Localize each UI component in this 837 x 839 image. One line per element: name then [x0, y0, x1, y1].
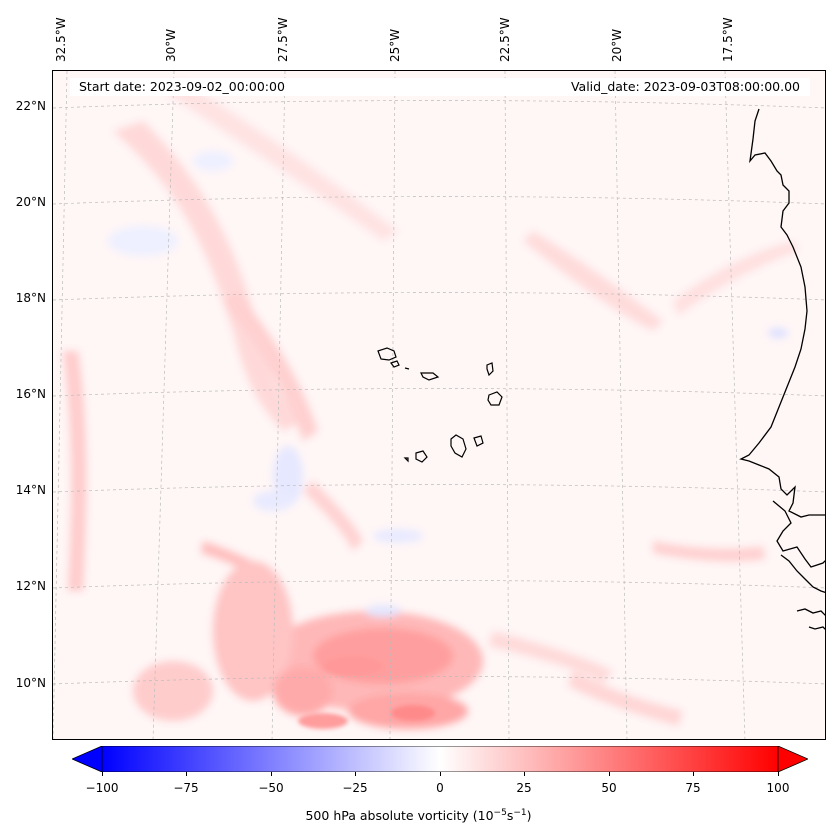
lon-label-27.5w: 27.5°W	[276, 17, 290, 62]
colorbar-tick-label: −100	[85, 781, 119, 795]
colorbar-gradient	[101, 746, 779, 772]
lon-label-17.5w: 17.5°W	[721, 17, 735, 62]
colorbar-tick-label: 0	[436, 781, 444, 795]
colorbar-tick-label: 50	[601, 781, 617, 795]
cape-verde-islands	[377, 347, 503, 463]
colorbar-tick-mark	[355, 772, 356, 776]
colorbar-label: 500 hPa absolute vorticity (10−5s−1)	[305, 808, 532, 824]
colorbar-tick-label: −75	[173, 781, 199, 795]
colorbar-tick-mark	[524, 772, 525, 776]
colorbar-tick-label: 75	[685, 781, 701, 795]
colorbar-tick-label: 25	[516, 781, 532, 795]
vorticity-field	[63, 81, 798, 729]
lon-label-30w: 30°W	[164, 28, 178, 62]
colorbar-tick-mark	[778, 772, 779, 776]
colorbar	[72, 746, 808, 772]
start-date-label: Start date: 2023-09-02_00:00:00	[79, 79, 285, 94]
lon-label-22.5w: 22.5°W	[498, 17, 512, 62]
colorbar-tick-label: −25	[342, 781, 368, 795]
african-coastline	[739, 108, 825, 630]
colorbar-max-extend-arrow	[777, 746, 808, 772]
colorbar-tick-mark	[186, 772, 187, 776]
info-bar	[70, 78, 810, 96]
lat-label-14n: 14°N	[15, 483, 46, 497]
colorbar-tick-mark	[609, 772, 610, 776]
colorbar-tick-label: −50	[258, 781, 284, 795]
lon-label-32.5w: 32.5°W	[54, 17, 68, 62]
colorbar-tick-mark	[102, 772, 103, 776]
lat-label-18n: 18°N	[15, 291, 46, 305]
lat-label-10n: 10°N	[15, 676, 46, 690]
colorbar-tick-mark	[440, 772, 441, 776]
lat-label-20n: 20°N	[15, 195, 46, 209]
colorbar-tick-label: 100	[766, 781, 790, 795]
lat-label-22n: 22°N	[15, 99, 46, 113]
graticule	[53, 71, 825, 739]
colorbar-min-extend-arrow	[72, 746, 103, 772]
colorbar-tick-mark	[271, 772, 272, 776]
vorticity-map	[53, 71, 825, 739]
lat-label-16n: 16°N	[15, 387, 46, 401]
lon-label-25w: 25°W	[388, 28, 402, 62]
lat-label-12n: 12°N	[15, 579, 46, 593]
vorticity-highlights	[298, 656, 435, 729]
colorbar-tick-mark	[693, 772, 694, 776]
lon-label-20w: 20°W	[610, 28, 624, 62]
valid-date-label: Valid_date: 2023-09-03T08:00:00.00	[570, 79, 800, 94]
map-panel[interactable]	[52, 70, 826, 740]
